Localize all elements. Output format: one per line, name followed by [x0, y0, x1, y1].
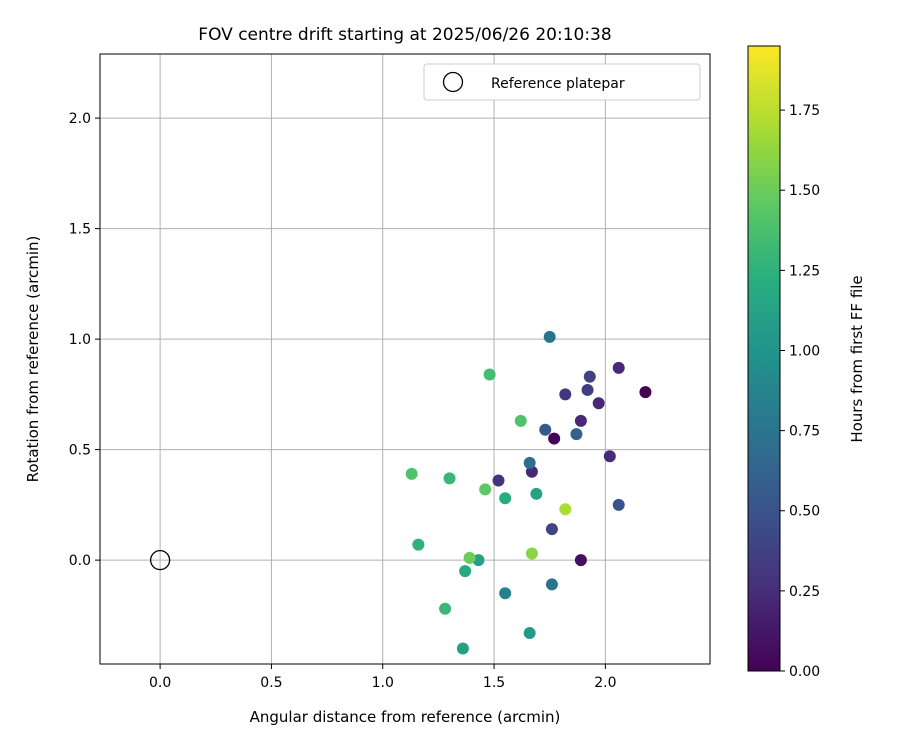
x-axis-ticks: 0.0 0.5 1.0 1.5 2.0 [149, 664, 616, 691]
data-point [548, 432, 561, 445]
data-point [559, 388, 572, 401]
legend: Reference platepar [423, 63, 701, 101]
y-tick-label: 1.5 [69, 222, 91, 238]
colorbar-tick-label: 1.75 [789, 103, 820, 119]
data-point [574, 414, 587, 427]
data-point [612, 361, 625, 374]
data-point [479, 483, 492, 496]
data-point [456, 642, 469, 655]
x-tick-label: 2.0 [594, 675, 616, 691]
data-point [439, 602, 452, 615]
data-point [592, 397, 605, 410]
plot-frame [99, 53, 711, 665]
y-tick-label: 2.0 [69, 111, 91, 127]
colorbar-tick-label: 1.25 [789, 263, 820, 279]
legend-marker [442, 71, 464, 93]
data-point [570, 428, 583, 441]
data-point [603, 450, 616, 463]
data-point [543, 330, 556, 343]
data-point [523, 627, 536, 640]
data-point [443, 472, 456, 485]
data-point [545, 523, 558, 536]
data-point [539, 423, 552, 436]
grid-lines [100, 54, 710, 664]
data-point [483, 368, 496, 381]
data-point [523, 456, 536, 469]
colorbar-tick-label: 0.75 [789, 424, 820, 440]
legend-entry-label: Reference platepar [491, 76, 625, 92]
data-point [499, 492, 512, 505]
y-tick-label: 0.5 [69, 443, 91, 459]
chart-title: FOV centre drift starting at 2025/06/26 … [198, 25, 611, 45]
legend-box [423, 63, 701, 101]
x-tick-label: 1.0 [372, 675, 394, 691]
data-point [514, 414, 527, 427]
data-points [405, 330, 652, 655]
colorbar: 0.00 0.25 0.50 0.75 1.00 1.25 1.50 1.75 Hours f… [747, 45, 866, 680]
colorbar-gradient [747, 45, 781, 672]
colorbar-tick-label: 0.25 [789, 584, 820, 600]
data-point [412, 538, 425, 551]
data-point [639, 386, 652, 399]
data-point [583, 370, 596, 383]
colorbar-ticks: 0.00 0.25 0.50 0.75 1.00 1.25 1.50 1.75 [780, 103, 820, 680]
reference-marker [149, 549, 171, 571]
x-tick-label: 0.0 [149, 675, 171, 691]
y-axis-ticks: 0.0 0.5 1.0 1.5 2.0 [69, 111, 100, 569]
colorbar-tick-label: 0.00 [789, 664, 820, 680]
data-point [574, 554, 587, 567]
data-point [559, 503, 572, 516]
data-point [459, 565, 472, 578]
data-point [612, 498, 625, 511]
colorbar-tick-label: 1.50 [789, 183, 820, 199]
y-tick-label: 1.0 [69, 332, 91, 348]
data-point [405, 467, 418, 480]
data-point [545, 578, 558, 591]
x-tick-label: 0.5 [260, 675, 282, 691]
x-axis-label: Angular distance from reference (arcmin) [250, 708, 561, 726]
data-point [530, 487, 543, 500]
y-tick-label: 0.0 [69, 553, 91, 569]
data-point [492, 474, 505, 487]
y-axis-label: Rotation from reference (arcmin) [24, 236, 42, 483]
colorbar-tick-label: 0.50 [789, 504, 820, 520]
data-point [581, 383, 594, 396]
x-tick-label: 1.5 [483, 675, 505, 691]
colorbar-tick-label: 1.00 [789, 343, 820, 359]
data-point [463, 551, 476, 564]
data-point [525, 547, 538, 560]
data-point [499, 587, 512, 600]
colorbar-label: Hours from first FF file [848, 275, 866, 442]
